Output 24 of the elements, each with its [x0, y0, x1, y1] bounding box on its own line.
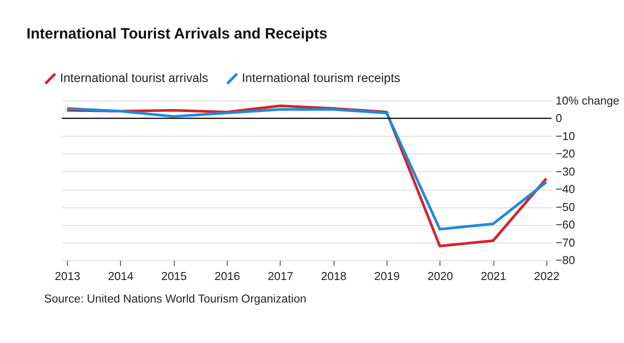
- y-tick-label: −80: [556, 255, 576, 268]
- x-tick-label: 2015: [161, 271, 187, 284]
- x-tick-label: 2019: [374, 271, 400, 284]
- x-tick-label: 2018: [321, 271, 347, 284]
- x-tick-label: 2017: [268, 271, 294, 284]
- y-tick-label: −70: [556, 237, 576, 250]
- x-tick-label: 2022: [534, 271, 560, 284]
- y-tick-label: −10: [556, 130, 576, 143]
- y-tick-label: −30: [556, 166, 576, 178]
- x-tick-label: 2020: [428, 271, 454, 284]
- source-note: Source: United Nations World Tourism Organization: [44, 294, 306, 306]
- y-tick-label: 10% change: [556, 95, 620, 108]
- y-tick-label: −20: [556, 148, 576, 161]
- y-tick-label: −60: [556, 220, 576, 232]
- x-tick-label: 2021: [480, 271, 506, 284]
- chart-title: International Tourist Arrivals and Receipts: [26, 26, 328, 43]
- y-tick-label: −50: [556, 202, 576, 214]
- y-tick-label: 0: [556, 113, 562, 126]
- x-tick-label: 2013: [54, 271, 80, 284]
- legend-label: International tourist arrivals: [60, 71, 208, 86]
- legend-label: International tourism receipts: [242, 71, 400, 86]
- x-tick-label: 2016: [214, 271, 240, 284]
- x-tick-label: 2014: [108, 271, 134, 284]
- y-tick-label: −40: [556, 184, 576, 196]
